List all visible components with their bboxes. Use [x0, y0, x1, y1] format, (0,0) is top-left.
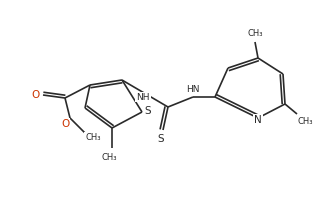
- Text: CH₃: CH₃: [297, 117, 313, 125]
- Text: CH₃: CH₃: [101, 153, 117, 162]
- Text: N: N: [254, 115, 262, 125]
- Text: S: S: [145, 106, 151, 116]
- Text: CH₃: CH₃: [85, 133, 101, 141]
- Text: O: O: [61, 119, 69, 129]
- Text: NH: NH: [136, 93, 150, 101]
- Text: CH₃: CH₃: [247, 29, 263, 39]
- Text: HN: HN: [186, 84, 200, 94]
- Text: S: S: [158, 134, 164, 144]
- Text: O: O: [32, 90, 40, 100]
